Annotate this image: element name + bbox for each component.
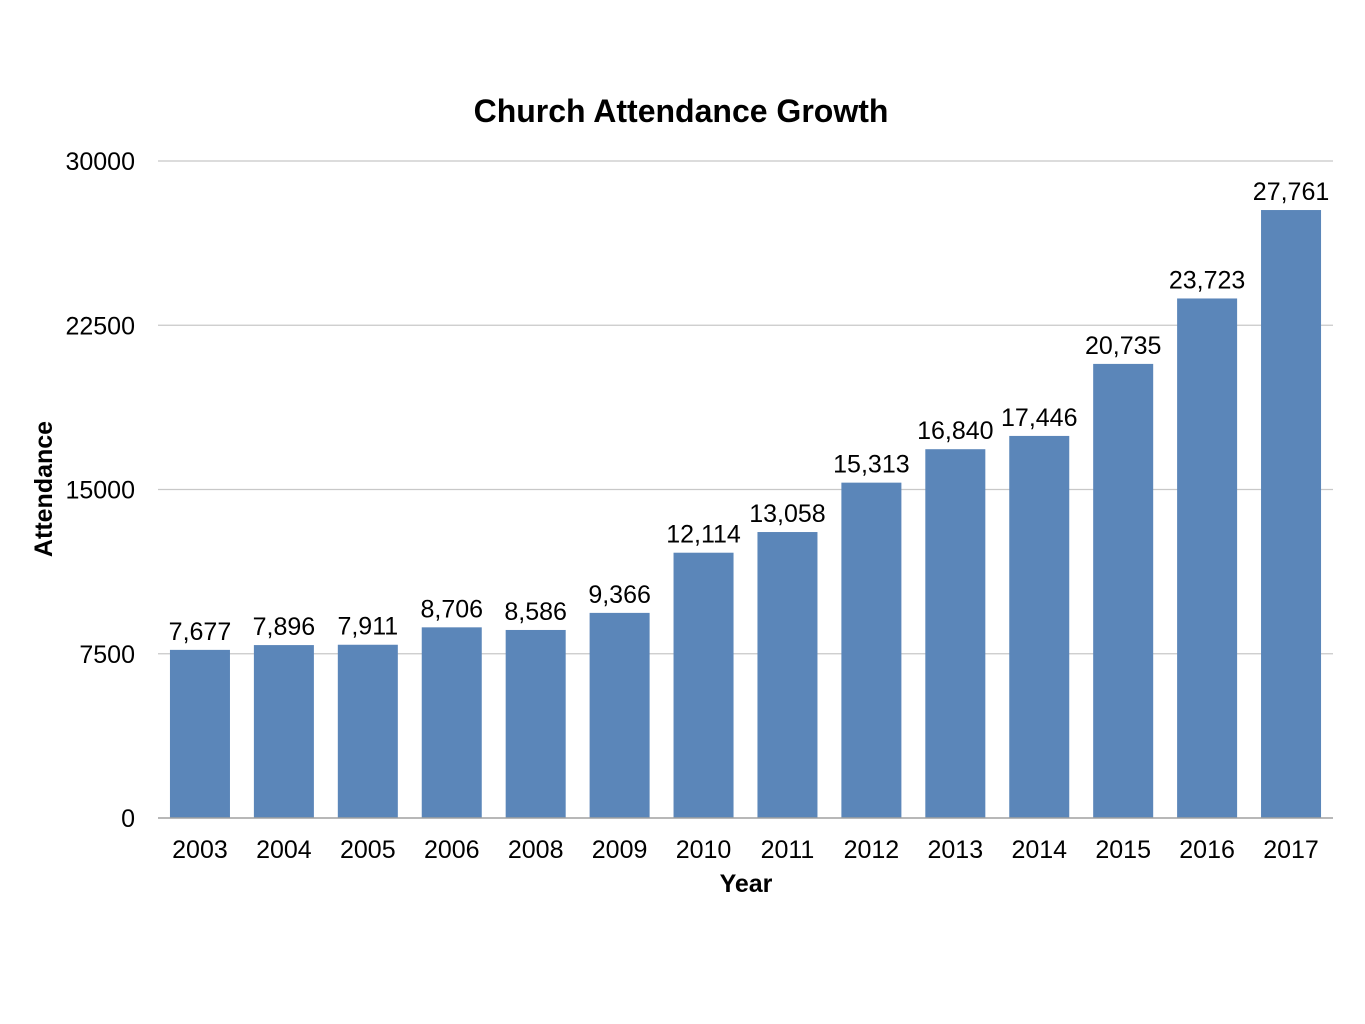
x-tick-label-2012: 2012	[844, 836, 900, 864]
data-labels: 7,677 7,896 7,911 8,706 8,586 9,366 12,114 13,0…	[169, 178, 1330, 646]
bar-2014	[1009, 435, 1070, 818]
x-tick-label-2016: 2016	[1179, 836, 1235, 864]
bar-2003	[169, 649, 230, 818]
bar-2006	[421, 627, 482, 818]
data-label-2004: 7,896	[253, 613, 316, 641]
y-tick-label: 15000	[65, 477, 135, 505]
x-axis-title: Year	[720, 870, 773, 898]
y-tick-label: 0	[121, 805, 135, 833]
data-label-2005: 7,911	[337, 613, 398, 641]
data-label-2017: 27,761	[1253, 178, 1329, 206]
data-label-2015: 20,735	[1085, 332, 1161, 360]
data-label-2006: 8,706	[420, 595, 483, 623]
bar-2009	[589, 612, 650, 818]
x-tick-label-2009: 2009	[592, 836, 648, 864]
x-tick-label-2010: 2010	[676, 836, 732, 864]
x-tick-label-2004: 2004	[256, 836, 312, 864]
x-tick-label-2008: 2008	[508, 836, 564, 864]
data-label-2003: 7,677	[169, 618, 232, 646]
x-tick-label-2017: 2017	[1263, 836, 1319, 864]
data-label-2009: 9,366	[588, 581, 651, 609]
bar-2017	[1261, 210, 1322, 818]
bar-2005	[337, 644, 398, 818]
data-label-2012: 15,313	[833, 451, 909, 479]
bar-2010	[673, 552, 734, 818]
bar-2008	[505, 629, 566, 818]
x-tick-label-2015: 2015	[1095, 836, 1151, 864]
bar-2013	[925, 449, 986, 818]
bar-2012	[841, 482, 902, 818]
y-axis-ticks: 0 7500 15000 22500 30000	[65, 148, 135, 833]
bar-2011	[757, 532, 818, 818]
x-tick-label-2013: 2013	[928, 836, 984, 864]
x-tick-label-2014: 2014	[1011, 836, 1067, 864]
data-label-2014: 17,446	[1001, 404, 1077, 432]
bar-2004	[253, 645, 314, 818]
data-label-2016: 23,723	[1169, 266, 1245, 294]
x-tick-label-2006: 2006	[424, 836, 480, 864]
x-axis-ticks: 2003 2004 2005 2006 2008 2009 2010 2011 2012 2013…	[172, 836, 1319, 864]
data-label-2013: 16,840	[917, 417, 993, 445]
y-tick-label: 7500	[79, 641, 135, 669]
chart-title: Church Attendance Growth	[474, 93, 889, 129]
x-tick-label-2011: 2011	[761, 836, 815, 864]
data-label-2010: 12,114	[666, 521, 741, 549]
bar-2015	[1093, 363, 1154, 818]
x-tick-label-2003: 2003	[172, 836, 228, 864]
x-tick-label-2005: 2005	[340, 836, 396, 864]
y-axis-title: Attendance	[30, 421, 58, 557]
bars	[169, 210, 1322, 818]
bar-2016	[1177, 298, 1238, 818]
data-label-2011: 13,058	[749, 500, 825, 528]
gridlines	[158, 160, 1333, 655]
y-tick-label: 30000	[65, 148, 135, 176]
data-label-2008: 8,586	[504, 598, 567, 626]
y-tick-label: 22500	[65, 312, 135, 340]
